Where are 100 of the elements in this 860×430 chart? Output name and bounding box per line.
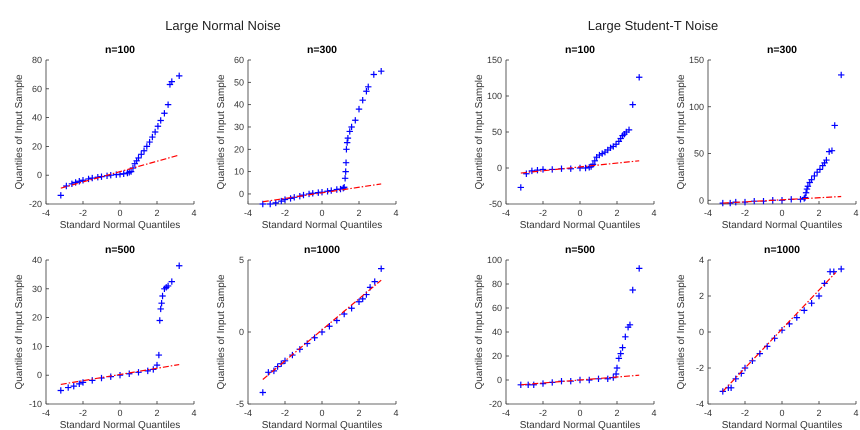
chart-title: n=100 bbox=[104, 44, 136, 56]
y-tick-label: -50 bbox=[488, 199, 502, 209]
x-tick-label: 4 bbox=[393, 408, 399, 418]
y-tick-label: 2 bbox=[698, 291, 704, 301]
y-tick-label: -20 bbox=[28, 199, 42, 209]
y-axis-title: Quantiles of Input Sample bbox=[14, 74, 25, 190]
y-tick-label: 0 bbox=[496, 163, 502, 173]
y-axis-title: Quantiles of Input Sample bbox=[676, 74, 687, 190]
y-tick-label: 10 bbox=[234, 166, 244, 177]
x-tick-label: 4 bbox=[191, 208, 197, 218]
y-tick-label: 40 bbox=[234, 100, 244, 110]
y-tick-label: -20 bbox=[488, 399, 502, 409]
y-axis-title: Quantiles of Input Sample bbox=[474, 274, 485, 390]
y-tick-label: 100 bbox=[486, 255, 502, 265]
chart-title: n=500 bbox=[564, 244, 596, 256]
x-axis-title: Standard Normal Quantiles bbox=[520, 220, 640, 231]
y-tick-label: 60 bbox=[492, 303, 502, 313]
y-tick-label: 0 bbox=[496, 375, 502, 385]
x-tick-label: 0 bbox=[117, 208, 123, 218]
y-tick-label: -5 bbox=[236, 399, 244, 409]
y-tick-label: 50 bbox=[694, 148, 704, 159]
y-tick-label: -10 bbox=[28, 399, 42, 409]
x-axis-title: Standard Normal Quantiles bbox=[520, 420, 640, 430]
y-axis-title: Quantiles of Input Sample bbox=[474, 74, 485, 190]
y-tick-label: 0 bbox=[36, 370, 42, 380]
x-tick-label: 2 bbox=[154, 208, 160, 218]
y-tick-label: 40 bbox=[32, 255, 42, 265]
y-tick-label: 20 bbox=[492, 351, 502, 361]
y-axis-title: Quantiles of Input Sample bbox=[14, 274, 25, 390]
y-tick-label: 0 bbox=[238, 188, 244, 199]
y-tick-label: 40 bbox=[492, 327, 502, 337]
x-axis-title: Standard Normal Quantiles bbox=[60, 420, 180, 430]
chart-title: n=300 bbox=[766, 44, 798, 56]
y-tick-label: 0 bbox=[698, 195, 704, 206]
y-tick-label: 10 bbox=[32, 341, 42, 352]
y-tick-label: 4 bbox=[698, 255, 704, 265]
x-tick-label: -2 bbox=[280, 208, 290, 218]
y-tick-label: 0 bbox=[36, 170, 42, 180]
y-axis-title: Quantiles of Input Sample bbox=[216, 74, 227, 190]
y-tick-label: 0 bbox=[698, 327, 704, 337]
x-tick-label: 0 bbox=[577, 208, 583, 218]
x-axis-title: Standard Normal Quantiles bbox=[722, 420, 842, 430]
x-tick-label: 4 bbox=[191, 408, 197, 418]
x-tick-label: 4 bbox=[651, 208, 657, 218]
y-tick-label: -4 bbox=[696, 399, 704, 409]
x-tick-label: 0 bbox=[779, 208, 785, 218]
x-tick-label: -2 bbox=[78, 408, 88, 418]
y-tick-label: 100 bbox=[688, 102, 704, 112]
x-tick-label: 4 bbox=[393, 208, 399, 218]
x-tick-label: 0 bbox=[577, 408, 583, 418]
y-tick-label: 60 bbox=[32, 84, 42, 94]
y-tick-label: 20 bbox=[32, 141, 42, 152]
chart-title: n=1000 bbox=[764, 244, 800, 256]
x-axis-title: Standard Normal Quantiles bbox=[262, 220, 382, 231]
x-tick-label: -2 bbox=[78, 208, 88, 218]
y-tick-label: 150 bbox=[486, 55, 502, 65]
x-tick-label: 0 bbox=[319, 408, 325, 418]
x-tick-label: 2 bbox=[816, 408, 822, 418]
x-tick-label: -2 bbox=[740, 208, 750, 218]
y-tick-label: 50 bbox=[492, 127, 502, 137]
x-tick-label: -2 bbox=[538, 208, 548, 218]
x-tick-label: 0 bbox=[117, 408, 123, 418]
y-tick-label: 50 bbox=[234, 77, 244, 88]
x-tick-label: 2 bbox=[614, 208, 620, 218]
chart-title: n=500 bbox=[104, 244, 136, 256]
x-axis-title: Standard Normal Quantiles bbox=[722, 220, 842, 231]
chart-title: n=100 bbox=[564, 44, 596, 56]
x-tick-label: 0 bbox=[319, 208, 325, 218]
y-axis-title: Quantiles of Input Sample bbox=[676, 274, 687, 390]
x-tick-label: 2 bbox=[356, 408, 362, 418]
x-axis-title: Standard Normal Quantiles bbox=[262, 420, 382, 430]
y-tick-label: 0 bbox=[238, 327, 244, 337]
x-tick-label: 0 bbox=[779, 408, 785, 418]
text: Large Normal Noise bbox=[165, 18, 281, 33]
x-tick-label: -2 bbox=[280, 408, 290, 418]
y-tick-label: -2 bbox=[696, 363, 704, 373]
x-tick-label: 2 bbox=[614, 408, 620, 418]
chart-title: n=1000 bbox=[304, 244, 340, 256]
x-tick-label: 2 bbox=[816, 208, 822, 218]
y-tick-label: 80 bbox=[32, 55, 42, 65]
x-tick-label: -2 bbox=[538, 408, 548, 418]
y-tick-label: 20 bbox=[32, 312, 42, 323]
chart-title: n=300 bbox=[306, 44, 338, 56]
y-tick-label: 40 bbox=[32, 112, 42, 123]
y-tick-label: 80 bbox=[492, 279, 502, 289]
y-tick-label: 20 bbox=[234, 144, 244, 154]
y-tick-label: 60 bbox=[234, 55, 244, 65]
x-tick-label: 4 bbox=[853, 408, 859, 418]
y-tick-label: 150 bbox=[688, 55, 704, 65]
y-tick-label: 100 bbox=[486, 91, 502, 101]
y-axis-title: Quantiles of Input Sample bbox=[216, 274, 227, 390]
text: Large Student-T Noise bbox=[588, 18, 718, 33]
y-tick-label: 30 bbox=[234, 122, 244, 132]
x-tick-label: 4 bbox=[651, 408, 657, 418]
y-tick-label: 5 bbox=[238, 255, 244, 265]
x-axis-title: Standard Normal Quantiles bbox=[60, 220, 180, 231]
x-tick-label: 2 bbox=[356, 208, 362, 218]
y-tick-label: 30 bbox=[32, 284, 42, 294]
x-tick-label: -2 bbox=[740, 408, 750, 418]
x-tick-label: 4 bbox=[853, 208, 859, 218]
